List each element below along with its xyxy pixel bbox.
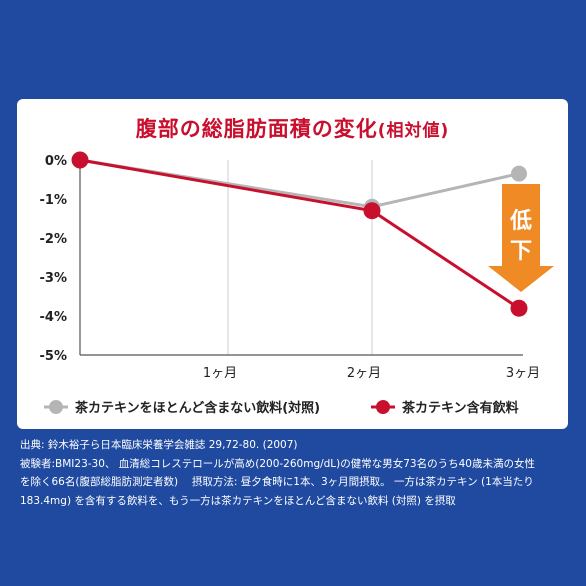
y-tick-label: -2% [40, 232, 67, 247]
data-point-control [511, 165, 527, 182]
y-tick-label: 0% [45, 154, 67, 169]
footnote-subjects: 被験者:BMI23-30、 血清総コレステロールが高め(200-260mg/dL… [20, 457, 535, 470]
legend-marker-catechin [376, 400, 390, 414]
data-point-catechin [363, 202, 381, 220]
decrease-label: 下 [510, 239, 532, 264]
chart-title: 腹部の総脂肪面積の変化(相対値) [17, 113, 568, 143]
y-tick-label: -4% [40, 310, 67, 325]
y-tick-label: -1% [40, 193, 67, 208]
chart-title-suffix: (相対値) [377, 121, 450, 141]
y-tick-label: -5% [40, 349, 67, 364]
legend-label-catechin: 茶カテキン含有飲料 [402, 400, 519, 416]
y-tick-label: -3% [40, 271, 67, 286]
legend-marker-control [49, 400, 63, 414]
legend-label-control: 茶カテキンをほとんど含まない飲料(対照) [75, 400, 320, 416]
chart-title-text: 腹部の総脂肪面積の変化 [135, 117, 378, 141]
footnote-subjects-cont: を除く66名(腹部総脂肪測定者数) 摂取方法: 昼夕食時に1本、3ヶ月間摂取。 … [20, 476, 534, 488]
decrease-arrow [488, 184, 554, 292]
decrease-label: 低 [509, 209, 532, 234]
data-point-catechin [71, 151, 89, 169]
footnote-method: 183.4mg) を含有する飲料を、もう一方は茶カテキンをほとんど含まない飲料 … [20, 494, 456, 507]
data-point-catechin [510, 299, 528, 317]
x-tick-label: 2ヶ月 [347, 366, 381, 381]
x-tick-label: 3ヶ月 [506, 366, 540, 381]
footnote: 出典: 鈴木裕子ら日本臨床栄養学会雑誌 29,72-80. (2007) 被験者… [20, 436, 575, 510]
footnote-source: 出典: 鈴木裕子ら日本臨床栄養学会雑誌 29,72-80. (2007) [20, 439, 298, 451]
x-tick-label: 1ヶ月 [203, 366, 237, 381]
series-line-control [79, 158, 520, 209]
series-line-catechin [79, 158, 520, 310]
chart-card: 腹部の総脂肪面積の変化(相対値) [17, 99, 568, 429]
